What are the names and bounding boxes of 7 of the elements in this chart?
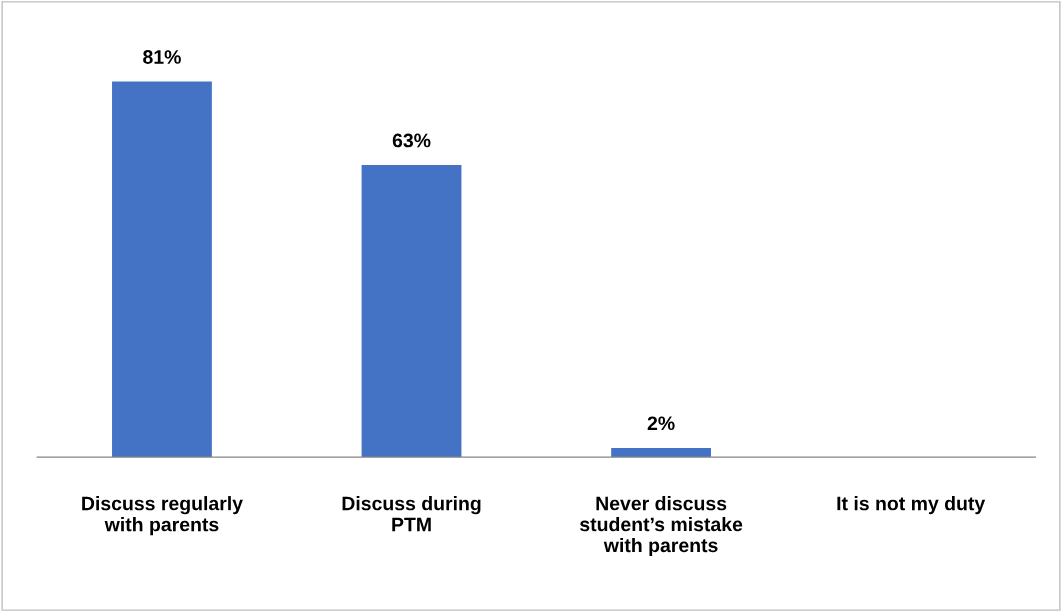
x-tick-label: Discuss during PTM: [342, 496, 481, 532]
x-tick-label: It is not my duty: [837, 496, 986, 515]
x-tick-label: Discuss regularly with parents: [82, 496, 243, 536]
x-tick-label: Never discuss student’s mistake with parents: [580, 496, 743, 557]
data-label: 2%: [647, 416, 675, 431]
data-label: 81%: [143, 50, 181, 64]
data-label: 63%: [392, 133, 431, 148]
